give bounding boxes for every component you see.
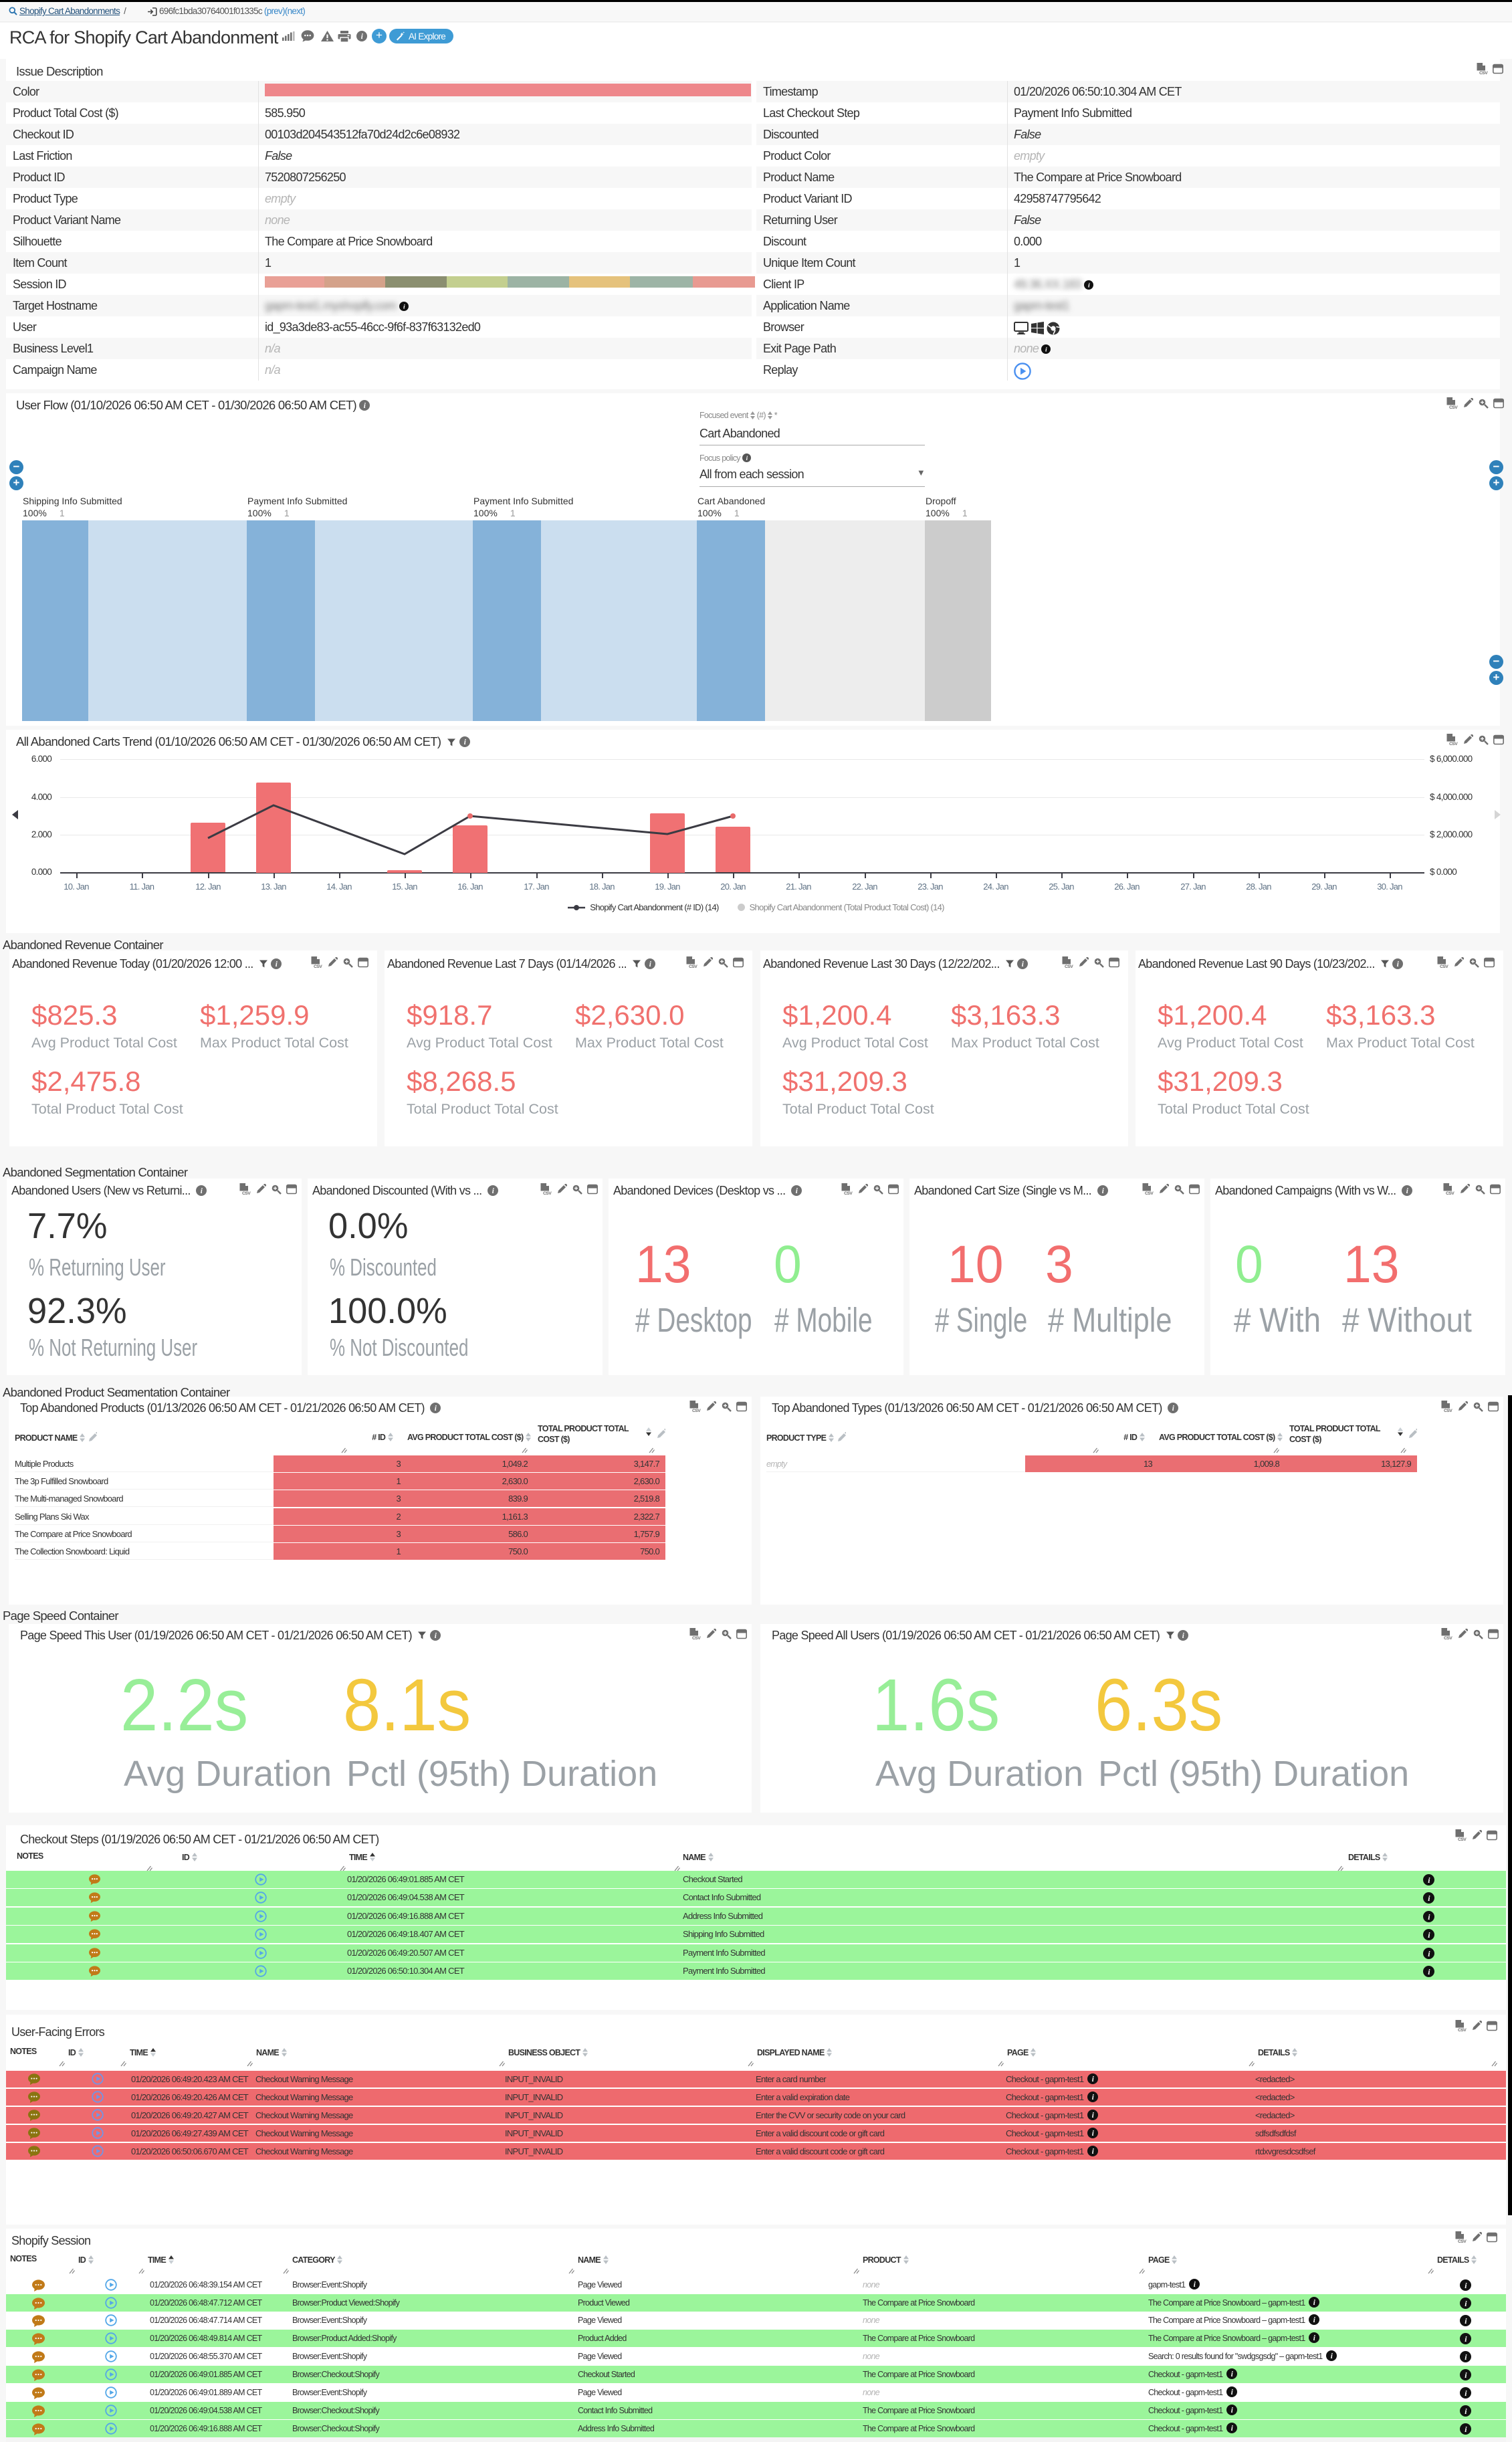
svg-text:CSV: CSV bbox=[689, 964, 697, 968]
svg-text:i: i bbox=[463, 738, 466, 746]
svg-text:i: i bbox=[1465, 2298, 1467, 2308]
svg-text:i: i bbox=[403, 304, 405, 311]
svg-text:i: i bbox=[1406, 1187, 1409, 1195]
svg-text:CSV: CSV bbox=[1449, 742, 1458, 745]
svg-text:i: i bbox=[1465, 2388, 1467, 2398]
svg-text:i: i bbox=[1092, 2112, 1095, 2120]
svg-text:CSV: CSV bbox=[1145, 1191, 1154, 1195]
svg-text:CSV: CSV bbox=[1458, 2239, 1467, 2243]
svg-text:i: i bbox=[1182, 1632, 1185, 1640]
svg-text:CSV: CSV bbox=[692, 1636, 701, 1639]
svg-text:CSV: CSV bbox=[1449, 405, 1458, 409]
svg-text:i: i bbox=[1231, 2407, 1234, 2415]
svg-text:i: i bbox=[1313, 2317, 1316, 2325]
svg-text:CSV: CSV bbox=[692, 1409, 701, 1412]
svg-text:i: i bbox=[649, 960, 652, 969]
svg-text:i: i bbox=[1172, 1405, 1175, 1413]
svg-text:CSV: CSV bbox=[543, 1191, 552, 1195]
svg-text:i: i bbox=[1428, 1875, 1430, 1885]
svg-text:i: i bbox=[364, 402, 366, 410]
svg-text:i: i bbox=[1465, 2370, 1467, 2380]
svg-text:i: i bbox=[1428, 1894, 1430, 1903]
svg-text:CSV: CSV bbox=[1444, 1636, 1452, 1639]
svg-text:CSV: CSV bbox=[1065, 964, 1073, 968]
svg-text:i: i bbox=[1465, 2407, 1467, 2416]
svg-text:i: i bbox=[1428, 1967, 1430, 1976]
svg-text:i: i bbox=[1194, 2281, 1196, 2289]
svg-text:CSV: CSV bbox=[1446, 1191, 1454, 1195]
svg-text:i: i bbox=[276, 960, 278, 969]
svg-text:CSV: CSV bbox=[844, 1191, 853, 1195]
svg-text:i: i bbox=[1465, 2425, 1467, 2434]
svg-text:i: i bbox=[1465, 2334, 1467, 2344]
svg-text:i: i bbox=[1092, 2075, 1095, 2083]
svg-text:i: i bbox=[1428, 1912, 1430, 1922]
svg-text:i: i bbox=[1092, 2148, 1095, 2156]
svg-text:i: i bbox=[1313, 2334, 1316, 2342]
svg-text:CSV: CSV bbox=[1458, 2028, 1467, 2031]
svg-text:i: i bbox=[1022, 960, 1024, 969]
svg-text:i: i bbox=[1465, 2352, 1467, 2362]
svg-text:i: i bbox=[1428, 1949, 1430, 1958]
svg-text:i: i bbox=[1045, 346, 1047, 354]
svg-text:i: i bbox=[1331, 2352, 1333, 2360]
svg-text:i: i bbox=[1092, 2130, 1095, 2138]
svg-text:CSV: CSV bbox=[314, 964, 322, 968]
svg-text:CSV: CSV bbox=[1440, 964, 1448, 968]
svg-text:i: i bbox=[201, 1187, 203, 1195]
svg-text:i: i bbox=[1465, 2281, 1467, 2290]
svg-text:CSV: CSV bbox=[1458, 1837, 1467, 1841]
svg-text:CSV: CSV bbox=[1444, 1409, 1452, 1412]
svg-text:i: i bbox=[1231, 2388, 1234, 2397]
svg-text:i: i bbox=[1397, 960, 1400, 969]
svg-text:i: i bbox=[1088, 282, 1090, 290]
svg-text:i: i bbox=[435, 1405, 437, 1413]
svg-text:i: i bbox=[1313, 2299, 1316, 2307]
svg-text:CSV: CSV bbox=[242, 1191, 251, 1195]
svg-text:i: i bbox=[1428, 1930, 1430, 1940]
svg-text:i: i bbox=[435, 1632, 437, 1640]
svg-text:i: i bbox=[1231, 2425, 1234, 2433]
svg-text:i: i bbox=[492, 1187, 495, 1195]
svg-text:i: i bbox=[1101, 1187, 1104, 1195]
svg-text:i: i bbox=[361, 33, 364, 41]
svg-text:i: i bbox=[796, 1187, 798, 1195]
svg-text:i: i bbox=[1231, 2370, 1234, 2378]
svg-text:CSV: CSV bbox=[1479, 71, 1488, 74]
svg-text:i: i bbox=[1465, 2316, 1467, 2326]
svg-text:i: i bbox=[1092, 2094, 1095, 2102]
